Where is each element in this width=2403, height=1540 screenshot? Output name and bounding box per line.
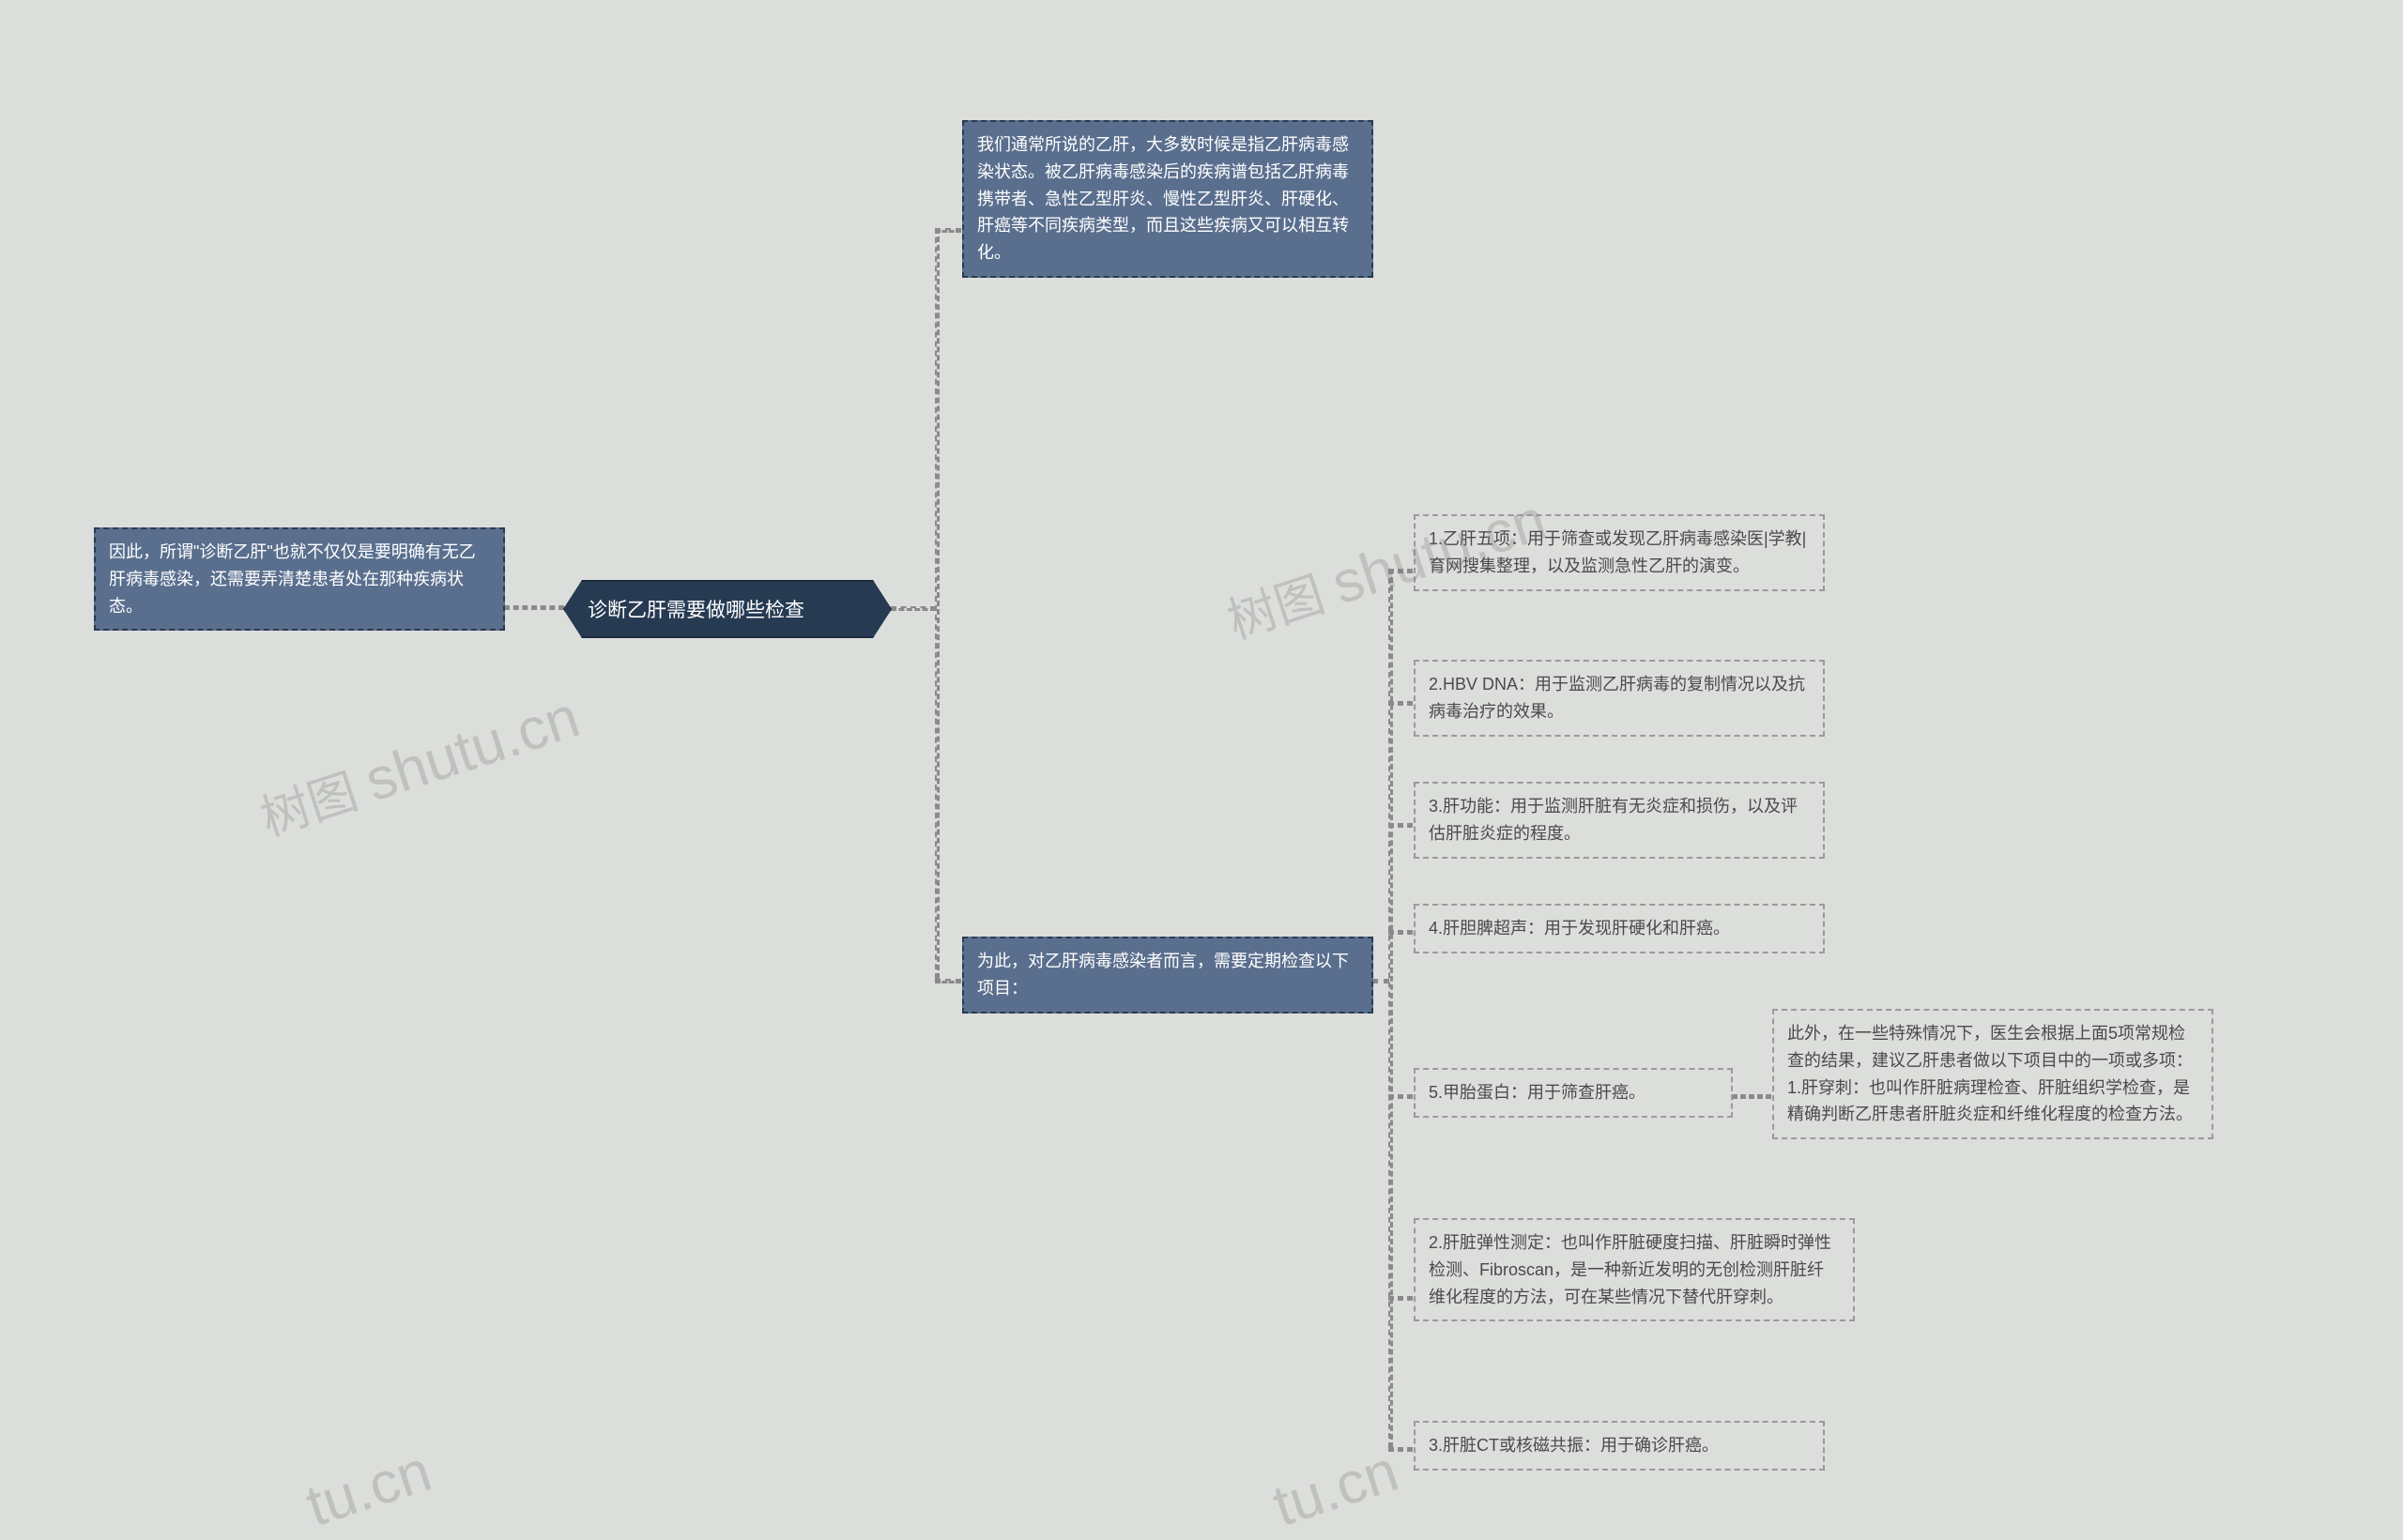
top-right-text: 我们通常所说的乙肝，大多数时候是指乙肝病毒感染状态。被乙肝病毒感染后的疾病谱包括…	[977, 135, 1349, 262]
item-5[interactable]: 5.甲胎蛋白：用于筛查肝癌。	[1414, 1068, 1733, 1118]
connector-left-center	[504, 605, 564, 610]
bot-right-text: 为此，对乙肝病毒感染者而言，需要定期检查以下项目：	[977, 952, 1349, 998]
connector-to-r7	[1388, 1447, 1413, 1452]
connector-center-stem	[891, 606, 936, 611]
connector-to-r6	[1388, 1296, 1413, 1301]
item-4[interactable]: 4.肝胆脾超声：用于发现肝硬化和肝癌。	[1414, 904, 1825, 953]
connector-botRight-stem	[1372, 979, 1389, 983]
item-2-text: 2.HBV DNA：用于监测乙肝病毒的复制情况以及抗病毒治疗的效果。	[1429, 675, 1805, 721]
center-title: 诊断乙肝需要做哪些检查	[588, 600, 804, 621]
item-5b-text: 此外，在一些特殊情况下，医生会根据上面5项常规检查的结果，建议乙肝患者做以下项目…	[1787, 1024, 2193, 1123]
item-1-text: 1.乙肝五项：用于筛查或发现乙肝病毒感染医|学教|育网搜集整理，以及监测急性乙肝…	[1429, 529, 1806, 575]
connector-vertical-main	[935, 228, 940, 979]
item-4-text: 4.肝胆脾超声：用于发现肝硬化和肝癌。	[1429, 919, 1730, 938]
bot-right-node[interactable]: 为此，对乙肝病毒感染者而言，需要定期检查以下项目：	[962, 937, 1373, 1014]
item-3-text: 3.肝功能：用于监测肝脏有无炎症和损伤，以及评估肝脏炎症的程度。	[1429, 797, 1798, 843]
connector-to-r5	[1388, 1094, 1413, 1099]
item-7-text: 3.肝脏CT或核磁共振：用于确诊肝癌。	[1429, 1436, 1719, 1455]
item-1[interactable]: 1.乙肝五项：用于筛查或发现乙肝病毒感染医|学教|育网搜集整理，以及监测急性乙肝…	[1414, 514, 1825, 591]
watermark: 树图 shutu.cn	[251, 680, 588, 849]
watermark: tu.cn	[1265, 1438, 1406, 1540]
connector-to-r3	[1388, 823, 1413, 828]
connector-to-botRight	[935, 979, 961, 983]
connector-to-r4	[1388, 930, 1413, 935]
connector-r5-r5b	[1732, 1094, 1771, 1099]
connector-to-topRight	[935, 228, 961, 233]
item-7[interactable]: 3.肝脏CT或核磁共振：用于确诊肝癌。	[1414, 1421, 1825, 1471]
center-node[interactable]: 诊断乙肝需要做哪些检查	[563, 580, 892, 638]
item-6[interactable]: 2.肝脏弹性测定：也叫作肝脏硬度扫描、肝脏瞬时弹性检测、Fibroscan，是一…	[1414, 1218, 1855, 1321]
item-6-text: 2.肝脏弹性测定：也叫作肝脏硬度扫描、肝脏瞬时弹性检测、Fibroscan，是一…	[1429, 1233, 1831, 1306]
item-3[interactable]: 3.肝功能：用于监测肝脏有无炎症和损伤，以及评估肝脏炎症的程度。	[1414, 782, 1825, 859]
connector-to-r1	[1388, 569, 1413, 573]
left-node-text: 因此，所谓"诊断乙肝"也就不仅仅是要明确有无乙肝病毒感染，还需要弄清楚患者处在那…	[109, 542, 476, 616]
connector-to-r2	[1388, 701, 1413, 706]
watermark: tu.cn	[298, 1438, 439, 1540]
item-5-text: 5.甲胎蛋白：用于筛查肝癌。	[1429, 1083, 1645, 1102]
top-right-node[interactable]: 我们通常所说的乙肝，大多数时候是指乙肝病毒感染状态。被乙肝病毒感染后的疾病谱包括…	[962, 120, 1373, 278]
item-2[interactable]: 2.HBV DNA：用于监测乙肝病毒的复制情况以及抗病毒治疗的效果。	[1414, 660, 1825, 737]
item-5b[interactable]: 此外，在一些特殊情况下，医生会根据上面5项常规检查的结果，建议乙肝患者做以下项目…	[1772, 1009, 2213, 1139]
left-node[interactable]: 因此，所谓"诊断乙肝"也就不仅仅是要明确有无乙肝病毒感染，还需要弄清楚患者处在那…	[94, 527, 505, 631]
